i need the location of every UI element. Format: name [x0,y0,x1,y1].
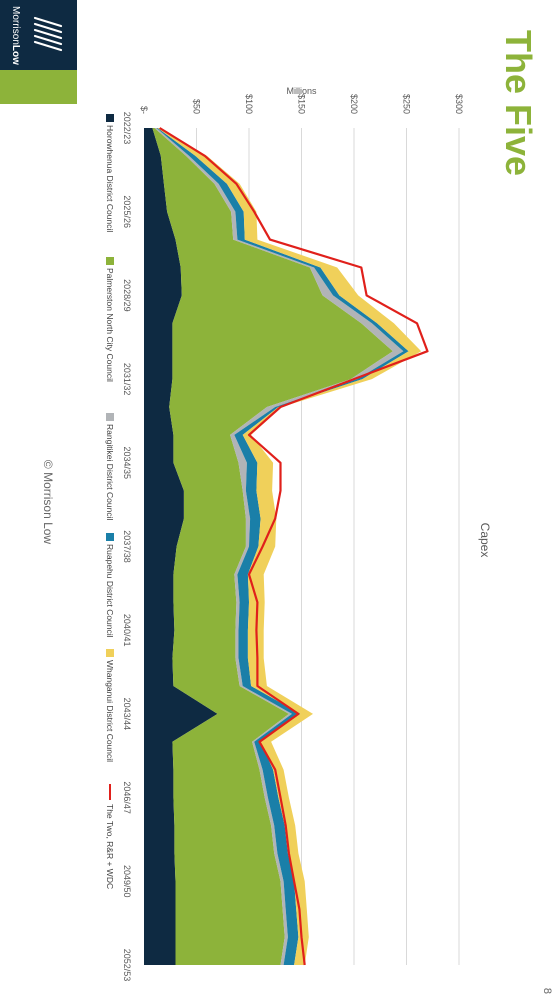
x-tick-label: 2052/53 [122,949,132,982]
x-tick-label: 2037/38 [122,530,132,563]
legend-swatch-horowhenua-district-council [106,114,114,122]
y-tick-label: $50 [192,99,202,114]
y-tick-label: $300 [454,94,464,114]
chart-title: Capex [478,523,492,558]
legend-swatch-palmerston-north-city-council [106,257,114,265]
legend-swatch-whanganui-district-council [106,649,114,657]
x-tick-label: 2043/44 [122,698,132,731]
legend-swatch-ruapehu-district-council [106,533,114,541]
area-horowhenua-district-council [144,128,218,965]
area-series [144,128,422,965]
legend-label-rangitikei-district-council: Rangitikei District Council [105,424,115,520]
area-palmerston-north-city-council [152,128,393,965]
x-tick-label: 2049/50 [122,865,132,898]
x-tick-labels: 2022/23 2025/26 2028/29 2031/32 2034/35 2037/… [122,112,132,982]
y-axis-label: Millions [286,86,317,96]
legend-label-the-two-r-r-wdc: The Two, R&R + WDC [105,804,115,889]
line-the-two-rr-wdc [159,127,429,966]
footer-band-green [0,70,77,104]
y-tick-labels: $- $50 $100 $150 $200 $250 $300 [139,94,464,114]
logo-mark-icon [33,16,63,52]
x-tick-label: 2022/23 [122,112,132,145]
copyright-footer: © Morrison Low [41,459,55,545]
y-tick-label: $100 [244,94,254,114]
y-tick-label: $200 [349,94,359,114]
y-tick-label: $150 [297,94,307,114]
legend-label-horowhenua-district-council: Horowhenua District Council [105,125,115,232]
x-tick-label: 2040/41 [122,614,132,647]
x-tick-label: 2028/29 [122,279,132,312]
x-tick-label: 2034/35 [122,447,132,480]
morrison-low-logo: MorrisonLow [0,0,77,70]
y-tick-label: $250 [402,94,412,114]
legend: Horowhenua District Council Palmerston No… [105,114,115,889]
x-tick-label: 2046/47 [122,781,132,814]
x-tick-label: 2031/32 [122,363,132,396]
logo-text: MorrisonLow [10,6,21,65]
legend-label-ruapehu-district-council: Ruapehu District Council [105,544,115,638]
legend-label-palmerston-north-city-council: Palmerston North City Council [105,268,115,382]
legend-label-whanganui-district-council: Whanganui District Council [105,660,115,762]
x-tick-label: 2025/26 [122,195,132,228]
line-series [159,127,429,966]
legend-swatch-rangitikei-district-council [106,413,114,421]
y-tick-label: $- [139,106,149,114]
